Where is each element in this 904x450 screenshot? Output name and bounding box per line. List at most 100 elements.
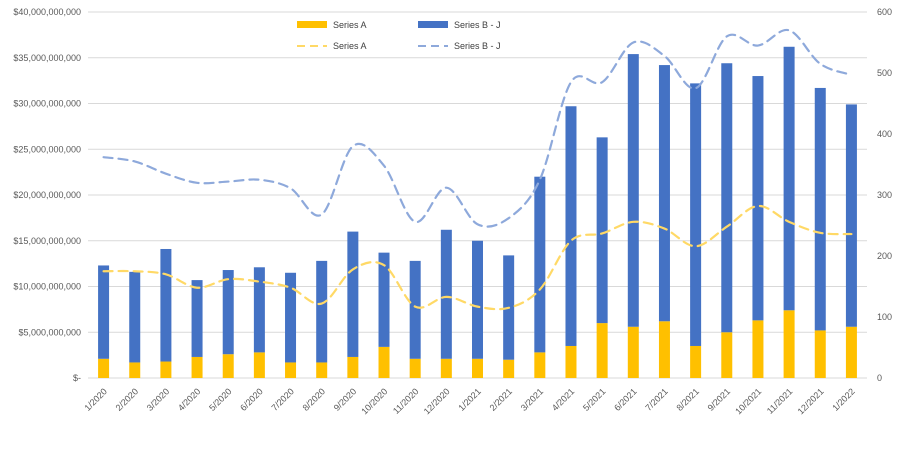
x-axis-tick-label: 7/2020 <box>269 386 296 413</box>
x-axis-tick-label: 12/2020 <box>422 386 452 416</box>
bars <box>98 46 857 378</box>
left-axis-tick-label: $40,000,000,000 <box>13 7 81 17</box>
bar-series-bj <box>160 248 172 362</box>
bar-series-a <box>472 358 483 378</box>
bar-series-a <box>721 332 733 378</box>
bar-series-a <box>160 361 172 378</box>
bar-series-bj <box>378 252 390 347</box>
x-axis-tick-label: 2/2020 <box>114 386 141 413</box>
left-axis-tick-label: $15,000,000,000 <box>13 236 81 246</box>
legend-item-series-bj-bar: Series B - J <box>418 20 501 30</box>
bar-series-bj <box>658 65 670 322</box>
bar-series-a <box>98 358 110 378</box>
x-axis-tick-label: 11/2020 <box>391 386 421 416</box>
line-series-a <box>102 204 853 311</box>
bar-series-bj <box>472 240 483 359</box>
bar-series-a <box>845 326 857 378</box>
x-axis-tick-label: 6/2020 <box>238 386 265 413</box>
left-axis-tick-label: $25,000,000,000 <box>13 144 81 154</box>
x-axis-tick-label: 9/2021 <box>706 386 733 413</box>
x-axis: 1/2020 2/2020 3/2020 4/2020 5/2020 6/2020 7/20… <box>82 386 856 416</box>
right-axis-tick-label: 600 <box>877 7 892 17</box>
x-axis-tick-label: 3/2020 <box>145 386 172 413</box>
legend-item-series-a-line: Series A <box>297 41 367 51</box>
bar-series-a <box>783 310 795 378</box>
bar-series-bj <box>129 271 141 363</box>
bar-series-a <box>316 362 328 378</box>
x-axis-tick-label: 6/2021 <box>612 386 639 413</box>
bar-series-bj <box>347 231 359 357</box>
bar-series-bj <box>783 46 795 311</box>
left-axis-tick-label: $30,000,000,000 <box>13 99 81 109</box>
x-axis-tick-label: 2/2021 <box>488 386 515 413</box>
bar-series-a <box>596 323 608 378</box>
bar-series-bj <box>98 265 110 359</box>
legend-swatch-series-bj-bar <box>418 21 448 28</box>
bar-series-a <box>129 362 141 378</box>
legend-label-series-bj-bar: Series B - J <box>454 20 501 30</box>
right-axis-tick-label: 100 <box>877 312 892 322</box>
left-axis: $- $5,000,000,000 $10,000,000,000 $15,000,0… <box>13 7 81 383</box>
bar-series-a <box>253 352 265 378</box>
bar-series-a <box>690 345 702 378</box>
x-axis-tick-label: 5/2020 <box>207 386 234 413</box>
left-axis-tick-label: $5,000,000,000 <box>18 327 81 337</box>
x-axis-tick-label: 5/2021 <box>581 386 608 413</box>
gridlines <box>88 11 867 379</box>
line-series-bj <box>102 28 853 228</box>
bar-series-a <box>222 354 234 378</box>
bar-series-bj <box>534 176 546 353</box>
bar-series-a <box>409 358 421 378</box>
bar-series-bj <box>191 280 203 357</box>
legend-label-series-a-line: Series A <box>333 41 367 51</box>
x-axis-tick-label: 8/2020 <box>301 386 328 413</box>
x-axis-tick-label: 1/2021 <box>456 386 483 413</box>
bar-series-bj <box>409 260 421 359</box>
legend-item-series-bj-line: Series B - J <box>418 41 501 51</box>
x-axis-tick-label: 4/2020 <box>176 386 203 413</box>
x-axis-tick-label: 9/2020 <box>332 386 359 413</box>
bar-series-bj <box>690 83 702 346</box>
x-axis-tick-label: 1/2020 <box>82 386 109 413</box>
bar-series-a <box>503 359 515 378</box>
bar-series-bj <box>285 272 297 363</box>
bar-series-bj <box>565 106 577 346</box>
bar-series-a <box>285 362 297 378</box>
left-axis-tick-label: $20,000,000,000 <box>13 190 81 200</box>
x-axis-tick-label: 11/2021 <box>765 386 795 416</box>
bar-series-bj <box>752 76 764 321</box>
bar-series-bj <box>222 270 234 355</box>
legend-label-series-bj-line: Series B - J <box>454 41 501 51</box>
line-series <box>102 28 853 311</box>
bar-series-bj <box>316 260 328 363</box>
left-axis-tick-label: $10,000,000,000 <box>13 282 81 292</box>
x-axis-tick-label: 1/2022 <box>830 386 857 413</box>
bar-series-a <box>378 346 390 378</box>
x-axis-tick-label: 3/2021 <box>519 386 546 413</box>
left-axis-tick-label: $35,000,000,000 <box>13 53 81 63</box>
right-axis-tick-label: 200 <box>877 251 892 261</box>
bar-series-bj <box>596 137 608 324</box>
legend-item-series-a-bar: Series A <box>297 20 367 30</box>
bar-series-a <box>565 345 577 378</box>
right-axis-tick-label: 300 <box>877 190 892 200</box>
bar-series-a <box>814 330 826 378</box>
right-axis-tick-label: 400 <box>877 129 892 139</box>
bar-series-a <box>752 320 764 378</box>
x-axis-tick-label: 4/2021 <box>550 386 577 413</box>
bar-series-bj <box>721 63 733 333</box>
x-axis-tick-label: 7/2021 <box>643 386 670 413</box>
bar-series-a <box>627 326 639 378</box>
bar-series-a <box>347 356 359 378</box>
bar-series-a <box>658 321 670 378</box>
x-axis-tick-label: 10/2020 <box>359 386 389 416</box>
x-axis-tick-label: 8/2021 <box>674 386 701 413</box>
right-axis-tick-label: 0 <box>877 373 882 383</box>
right-axis-tick-label: 500 <box>877 68 892 78</box>
legend: Series A Series B - J Series A Series B … <box>297 20 501 51</box>
right-axis: 0 100 200 300 400 500 600 <box>877 7 892 383</box>
x-axis-tick-label: 10/2021 <box>733 386 763 416</box>
legend-swatch-series-a-bar <box>297 21 327 28</box>
bar-series-bj <box>440 229 452 359</box>
